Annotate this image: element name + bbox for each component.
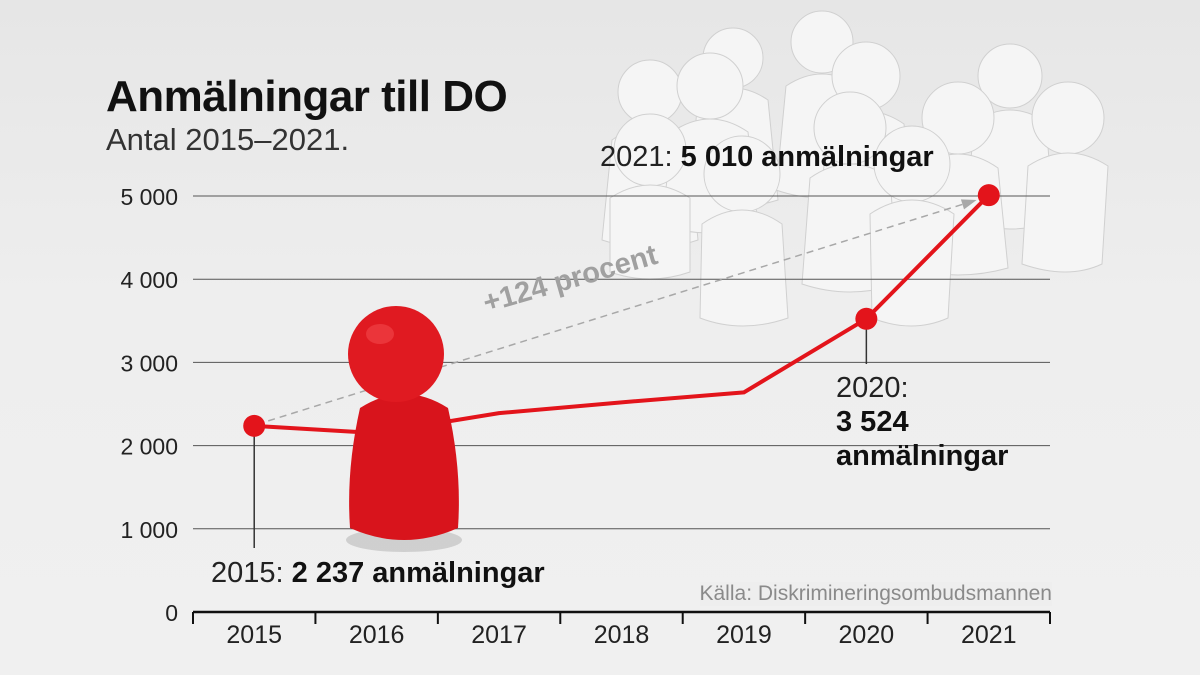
y-tick-label: 5 000 (120, 184, 178, 210)
y-tick-label: 4 000 (120, 267, 178, 293)
annotation-leader-lines (253, 318, 868, 548)
annotation-2021-prefix: 2021: (600, 141, 681, 173)
chart-subtitle: Antal 2015–2021. (106, 122, 350, 157)
data-point (243, 414, 266, 437)
y-gridlines (193, 195, 1050, 530)
data-point (977, 184, 1000, 207)
growth-arrow-head (960, 199, 977, 210)
annotation-2020: 2020: 3 524 anmälningar (836, 371, 1008, 473)
annotation-2020-year: 2020: (836, 372, 909, 404)
data-points (243, 184, 1000, 437)
annotation-2015-value: 2 237 anmälningar (291, 557, 545, 589)
annotation-2020-value: 3 524 (836, 406, 909, 438)
source-note: Källa: Diskrimineringsombudsmannen (699, 582, 1052, 606)
annotation-2020-unit: anmälningar (836, 440, 1009, 472)
x-tick-label: 2021 (961, 621, 1017, 649)
annotation-2015: 2015: 2 237 anmälningar (211, 556, 545, 590)
data-point (855, 307, 878, 330)
x-tick-label: 2018 (594, 621, 650, 649)
x-tick-label: 2017 (471, 621, 527, 649)
y-tick-label: 1 000 (120, 517, 178, 543)
y-axis-ticks: 0 1 000 2 000 3 000 4 000 5 000 (120, 184, 178, 626)
chart-title: Anmälningar till DO (106, 72, 508, 121)
annotation-2021: 2021: 5 010 anmälningar (600, 140, 934, 174)
x-tick-label: 2015 (226, 621, 282, 649)
x-tick-label: 2016 (349, 621, 405, 649)
annotation-2021-value: 5 010 anmälningar (680, 141, 934, 173)
annotation-2015-prefix: 2015: (211, 557, 292, 589)
y-tick-label: 0 (165, 600, 178, 626)
red-pawn-figure (346, 306, 462, 552)
x-tick-label: 2020 (839, 621, 895, 649)
pawn-figures-background (601, 10, 1109, 327)
x-axis: 2015 2016 2017 2018 2019 2020 2021 (192, 610, 1051, 649)
x-tick-label: 2019 (716, 621, 772, 649)
y-tick-label: 3 000 (120, 350, 178, 376)
y-tick-label: 2 000 (120, 434, 178, 460)
